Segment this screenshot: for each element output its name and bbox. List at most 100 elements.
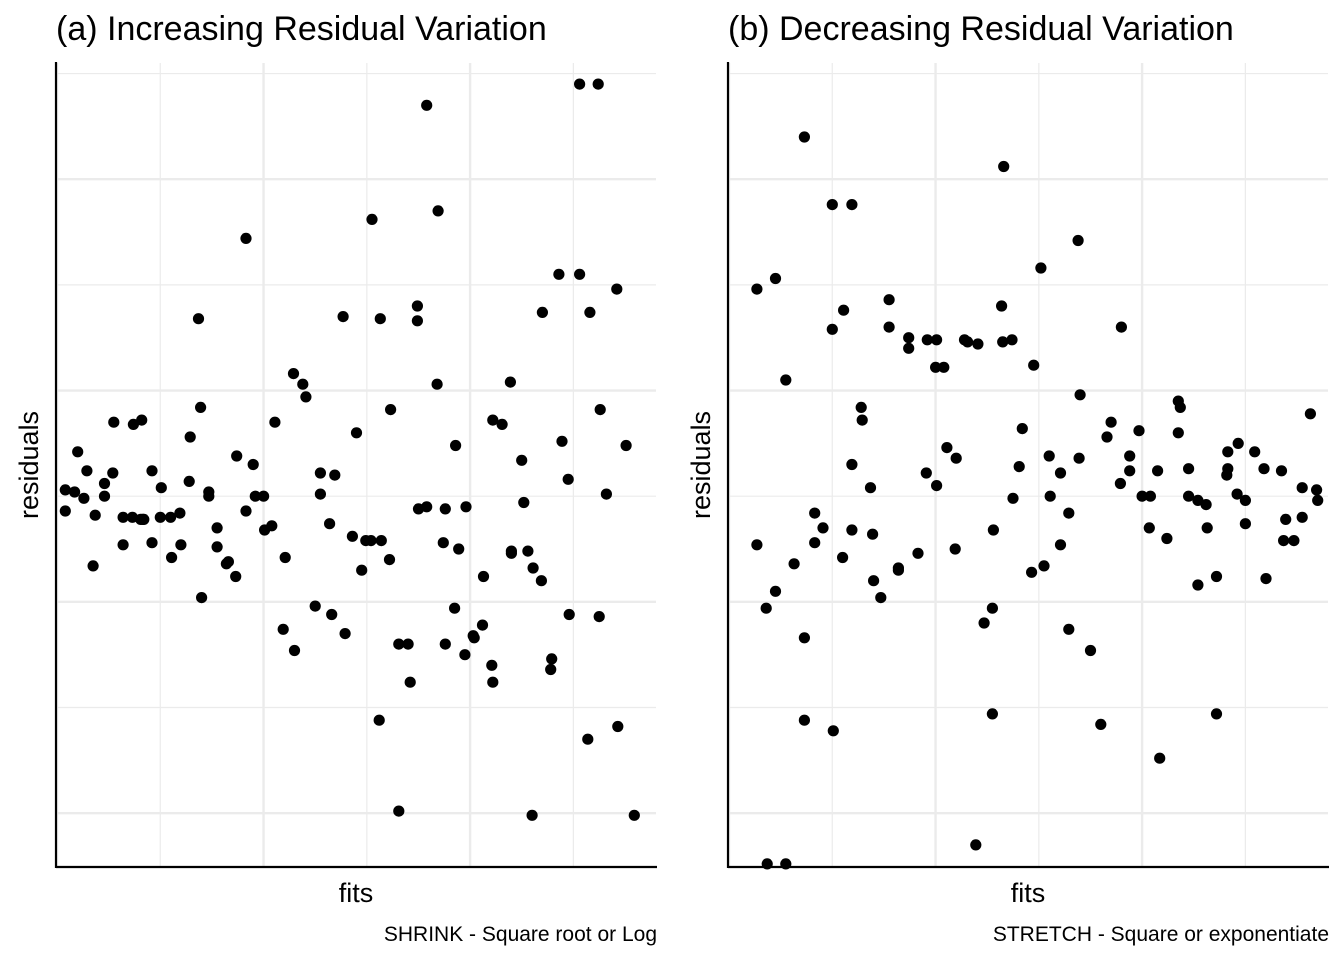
panel-a-data-point	[375, 535, 387, 547]
panel-b-data-point	[798, 131, 811, 143]
panel-a-data-point	[562, 473, 574, 485]
panel-a-data-point	[393, 638, 405, 650]
panel-a-data-point	[174, 507, 186, 519]
panel-b-data-point	[1278, 535, 1290, 547]
panel-a-data-point	[108, 416, 120, 428]
panel-a-data-point	[536, 306, 549, 318]
panel-a-grid	[55, 63, 656, 866]
panel-a-data-point	[421, 501, 433, 513]
panel-a-data-point	[453, 543, 465, 555]
panel-a-data-point	[326, 608, 338, 621]
panel-b-data-point	[1239, 494, 1251, 506]
panel-b-data-point	[997, 336, 1009, 348]
panel-b-data-point	[1007, 492, 1019, 504]
panel-a-data-point	[432, 205, 444, 217]
panel-a-data-point	[374, 313, 386, 325]
panel-b-data-point	[978, 617, 990, 629]
panel-b-data-point	[1143, 522, 1155, 534]
panel-a-x-axis-title: fits	[339, 878, 374, 908]
panel-a-data-point	[437, 537, 449, 549]
panel-b-data-point	[1296, 482, 1308, 494]
panel-a-data-point	[136, 414, 148, 426]
panel-a-data-point	[476, 619, 489, 631]
panel-a-data-point	[59, 505, 71, 517]
panel-a-data-point	[496, 418, 508, 430]
panel-b-data-point	[1072, 234, 1084, 247]
panel-b-points	[751, 131, 1324, 870]
panel-b-data-point	[1311, 484, 1323, 496]
panel-b-x-axis-title: fits	[1011, 878, 1046, 908]
panel-b-data-point	[1016, 423, 1028, 435]
panel-a-data-point	[383, 554, 396, 566]
panel-b-data-point	[760, 602, 772, 614]
panel-b-data-point	[769, 272, 782, 285]
panel-b-data-point	[1249, 446, 1261, 458]
panel-a-data-point	[279, 551, 291, 564]
panel-b-data-point	[788, 558, 800, 570]
panel-b-data-point	[949, 543, 961, 555]
panel-b-data-point	[868, 575, 880, 587]
panel-a-data-point	[546, 653, 558, 665]
panel-b-data-point	[1136, 490, 1148, 502]
panel-b-data-point	[1154, 752, 1166, 764]
panel-b-data-point	[1183, 463, 1195, 475]
panel-a-data-point	[87, 560, 99, 572]
panel-b-data-point	[1172, 427, 1184, 439]
panel-b-data-point	[1232, 437, 1244, 449]
panel-a-data-point	[183, 475, 195, 487]
panel-a-data-point	[468, 632, 480, 644]
panel-a-data-point	[249, 490, 261, 502]
panel-a-data-point	[563, 608, 575, 621]
panel-b-data-point	[1260, 573, 1272, 585]
panel-a-data-point	[309, 600, 321, 612]
panel-a-data-point	[339, 628, 351, 640]
panel-a-data-point	[421, 99, 433, 111]
panel-a-y-axis-title: residuals	[14, 411, 44, 519]
panel-b-data-point	[817, 522, 829, 534]
panel-b-data-point	[1222, 446, 1234, 458]
panel-b-data-point	[1084, 644, 1097, 657]
panel-b-data-point	[903, 332, 915, 344]
panel-a-data-point	[356, 564, 368, 576]
panel-a-data-point	[346, 530, 358, 542]
panel-a-points	[59, 78, 640, 821]
panel-a-data-point	[184, 431, 196, 443]
panel-b-data-point	[1161, 532, 1173, 545]
panel-a-data-point	[288, 644, 301, 657]
panel-a-data-point	[192, 313, 205, 325]
panel-b-data-point	[931, 334, 943, 346]
panel-a-title: (a) Increasing Residual Variation	[56, 10, 547, 48]
panel-a-data-point	[78, 492, 90, 504]
panel-a-data-point	[98, 490, 111, 502]
panel-b-data-point	[1280, 513, 1292, 526]
panel-b-data-point	[1174, 401, 1186, 413]
panel-b-data-point	[798, 632, 811, 644]
panel-b-data-point	[1152, 465, 1164, 477]
panel-a-data-point	[240, 505, 252, 517]
panel-b-data-point	[1275, 465, 1288, 477]
panel-a-data-point	[269, 416, 281, 428]
panel-a-data-point	[166, 551, 178, 564]
panel-b-data-point	[986, 708, 999, 720]
panel-a-data-point	[487, 414, 499, 426]
panel-a-data-point	[459, 649, 471, 661]
panel-b-data-point	[1304, 408, 1316, 420]
panel-a-data-point	[266, 520, 278, 532]
panel-a-data-point	[574, 78, 586, 90]
panel-a-data-point	[628, 809, 640, 821]
panel-a: (a) Increasing Residual Variation fits r…	[14, 10, 657, 946]
panel-b-data-point	[751, 283, 763, 295]
panel-a-data-point	[231, 450, 243, 462]
panel-a-data-point	[98, 477, 111, 490]
panel-a-data-point	[449, 602, 461, 614]
panel-a-data-point	[486, 659, 498, 671]
panel-a-data-point	[324, 518, 336, 530]
panel-b-data-point	[1063, 623, 1075, 635]
panel-a-data-point	[535, 575, 548, 587]
panel-a-data-point	[450, 439, 462, 452]
panel-b-data-point	[1222, 463, 1234, 475]
panel-a-data-point	[366, 213, 378, 225]
panel-b-data-point	[780, 374, 792, 386]
panel-b-data-point	[1312, 494, 1324, 506]
panel-b-grid	[727, 63, 1328, 866]
